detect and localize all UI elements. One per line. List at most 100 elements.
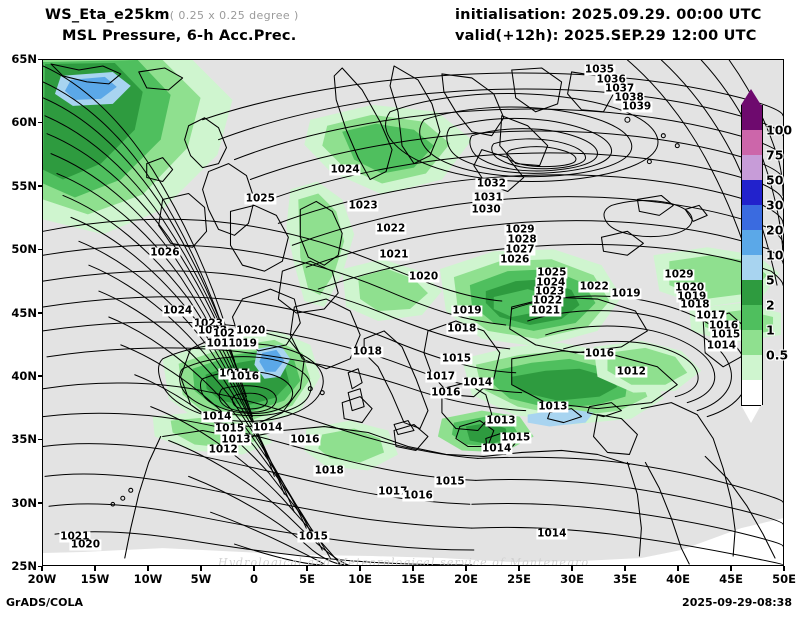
generation-timestamp: 2025-09-29-08:38 bbox=[682, 596, 792, 609]
contour-label: 1030 bbox=[470, 203, 502, 216]
contour-label: 1032 bbox=[475, 177, 507, 190]
contour-label: 1015 bbox=[710, 328, 742, 341]
contour-label: 1014 bbox=[461, 376, 494, 389]
contour-label: 1036 bbox=[595, 73, 627, 86]
contour-label: 1016 bbox=[402, 489, 434, 502]
x-axis-label: 15W bbox=[80, 572, 110, 586]
contour-label: 1020 bbox=[673, 281, 706, 294]
x-axis-label: 10W bbox=[133, 572, 163, 586]
contour-label: 1026 bbox=[149, 246, 181, 259]
y-axis-tick bbox=[38, 375, 43, 377]
contour-label: 1018 bbox=[446, 322, 478, 335]
x-axis-label: 45E bbox=[719, 572, 743, 586]
y-axis-tick bbox=[38, 312, 43, 314]
x-axis-label: 0 bbox=[249, 572, 259, 586]
contour-label: 1035 bbox=[583, 63, 616, 76]
model-name: WS_Eta_e25km bbox=[45, 7, 170, 23]
y-axis-label: 30N bbox=[11, 495, 37, 510]
x-axis-tick bbox=[624, 566, 626, 571]
field-title: MSL Pressure, 6-h Acc.Prec. bbox=[62, 28, 297, 44]
colorbar-band bbox=[741, 205, 763, 231]
y-axis-label: 25N bbox=[11, 559, 37, 573]
contour-label: 1014 bbox=[705, 339, 738, 352]
contour-label: 1016 bbox=[289, 433, 321, 446]
contour-label: 1029 bbox=[504, 223, 536, 236]
x-axis-tick bbox=[571, 566, 573, 571]
contour-label: 1016 bbox=[430, 386, 462, 399]
contour-label: 1015 bbox=[440, 352, 473, 365]
contour-label: 1015 bbox=[434, 475, 466, 488]
x-axis-tick bbox=[253, 566, 255, 571]
colorbar-label: 1 bbox=[766, 322, 775, 338]
contour-label: 1015 bbox=[500, 431, 532, 444]
colorbar-band bbox=[741, 155, 763, 181]
x-axis-label: 20E bbox=[454, 572, 478, 586]
colorbar-label: 100 bbox=[766, 122, 793, 138]
contour-label: 1014 bbox=[536, 527, 568, 540]
x-axis-label: 40E bbox=[666, 572, 690, 586]
contour-label: 1027 bbox=[504, 243, 536, 256]
colorbar-label: 30 bbox=[766, 197, 784, 213]
x-axis-label: 10E bbox=[348, 572, 372, 586]
model-title: WS_Eta_e25km( 0.25 x 0.25 degree ) bbox=[45, 7, 299, 23]
y-axis-label: 50N bbox=[11, 242, 37, 257]
contour-label: 1023 bbox=[534, 285, 566, 298]
x-axis-tick bbox=[306, 566, 308, 571]
colorbar-band bbox=[741, 130, 763, 156]
x-axis-tick bbox=[200, 566, 202, 571]
y-axis-label: 40N bbox=[11, 368, 37, 383]
chart-header: WS_Eta_e25km( 0.25 x 0.25 degree ) MSL P… bbox=[0, 0, 800, 52]
y-axis-tick bbox=[38, 121, 43, 124]
contour-label: 1038 bbox=[613, 91, 645, 104]
colorbar-label: 20 bbox=[766, 222, 784, 238]
contour-label: 1013 bbox=[485, 414, 517, 427]
x-axis-tick bbox=[783, 566, 785, 571]
colorbar-label: 50 bbox=[766, 172, 784, 188]
colorbar-label: 0.5 bbox=[766, 347, 789, 363]
x-axis-tick bbox=[359, 566, 361, 571]
x-axis-tick bbox=[41, 566, 43, 571]
contour-label: 1025 bbox=[244, 192, 276, 205]
contour-label: 1012 bbox=[207, 443, 239, 456]
contour-label: 1028 bbox=[506, 233, 538, 246]
map-plot-area[interactable]: 1035103610371038103910391038103210311030… bbox=[42, 59, 784, 566]
contour-label: 1017 bbox=[695, 309, 727, 322]
contour-label: 1019 bbox=[226, 337, 258, 350]
contour-label: 1013 bbox=[220, 433, 252, 446]
contour-label: 1015 bbox=[297, 530, 329, 543]
precipitation-colorbar[interactable]: 100 75 50 30 20 10 5 2 1 0.5 bbox=[741, 89, 792, 423]
x-axis-tick bbox=[94, 566, 96, 571]
y-axis-label: 60N bbox=[11, 115, 37, 130]
x-axis-label: 25E bbox=[507, 572, 531, 586]
colorbar-band bbox=[741, 330, 763, 356]
x-axis-label: 5W bbox=[190, 572, 212, 586]
contour-label: 1021 bbox=[378, 248, 410, 261]
contour-label: 1022 bbox=[578, 280, 610, 293]
contour-label: 1039 bbox=[620, 100, 653, 113]
contour-label: 1014 bbox=[252, 421, 284, 434]
contour-label: 1016 bbox=[228, 370, 261, 383]
contour-label: 1017 bbox=[424, 370, 457, 383]
x-axis-label: 20W bbox=[27, 572, 57, 586]
contour-label: 1037 bbox=[604, 82, 636, 95]
contour-label: 1025 bbox=[536, 266, 568, 279]
x-axis-label: 50E bbox=[772, 572, 796, 586]
colorbar-band bbox=[741, 380, 763, 406]
contour-label: 1024 bbox=[535, 276, 567, 289]
y-axis-tick bbox=[38, 185, 43, 187]
contour-label: 1024 bbox=[161, 304, 194, 317]
contour-label: 1020 bbox=[235, 324, 267, 337]
colorbar-label: 2 bbox=[766, 297, 775, 313]
contour-label: 1022 bbox=[375, 222, 407, 235]
software-credit: GrADS/COLA bbox=[6, 596, 83, 609]
contour-label: 1020 bbox=[69, 538, 102, 551]
y-axis-tick bbox=[38, 502, 43, 504]
contour-label: 1022 bbox=[531, 294, 564, 307]
y-axis-tick bbox=[38, 565, 43, 567]
x-axis-label: 35E bbox=[613, 572, 637, 586]
colorbar-top-arrow bbox=[741, 89, 761, 105]
contour-label: 1018 bbox=[351, 345, 383, 358]
contour-label: 1021 bbox=[211, 327, 244, 340]
contour-label: 1016 bbox=[583, 347, 616, 360]
contour-label: 1021 bbox=[529, 304, 562, 317]
